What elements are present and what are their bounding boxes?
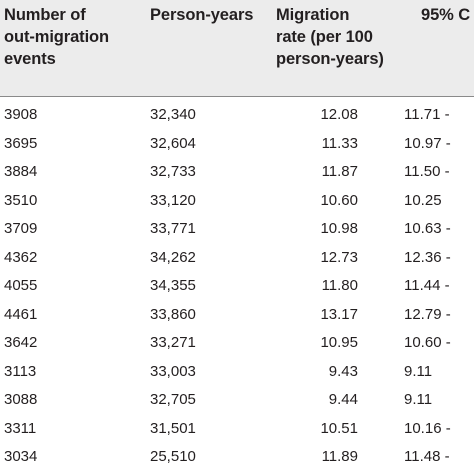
table-row: 3113 33,003 9.43 9.11	[0, 358, 474, 387]
table-row: 3709 33,771 10.98 10.63 -	[0, 215, 474, 244]
table-row: 3908 32,340 12.08 11.71 -	[0, 101, 474, 130]
cell-confidence-interval: 10.60 -	[404, 334, 451, 351]
cell-events: 3088	[4, 391, 38, 408]
cell-person-years: 34,262	[150, 248, 196, 266]
cell-events: 3034	[4, 448, 38, 465]
cell-confidence-interval: 12.79 -	[404, 305, 451, 323]
table-row: 3884 32,733 11.87 11.50 -	[0, 158, 474, 187]
cell-migration-rate: 13.17	[320, 305, 358, 323]
cell-migration-rate: 11.87	[321, 163, 358, 180]
header-confidence-interval: 95% C	[421, 6, 471, 24]
cell-events: 4362	[4, 248, 38, 266]
cell-events: 3884	[4, 163, 38, 180]
cell-confidence-interval: 11.48 -	[404, 448, 450, 465]
table-row: 3510 33,120 10.60 10.25	[0, 187, 474, 216]
cell-events: 3695	[4, 134, 38, 152]
cell-migration-rate: 11.33	[321, 134, 358, 152]
cell-confidence-interval: 12.36 -	[404, 248, 451, 266]
cell-person-years: 33,771	[150, 220, 196, 237]
cell-events: 4461	[4, 305, 38, 323]
table-row: 3311 31,501 10.51 10.16 -	[0, 415, 474, 444]
cell-migration-rate: 12.73	[320, 248, 358, 266]
cell-person-years: 34,355	[150, 277, 196, 294]
cell-events: 4055	[4, 277, 38, 294]
cell-confidence-interval: 9.11	[404, 362, 433, 380]
table-row: 4461 33,860 13.17 12.79 -	[0, 301, 474, 330]
cell-confidence-interval: 10.16 -	[404, 419, 451, 437]
cell-person-years: 33,271	[150, 334, 196, 351]
table-row: 3642 33,271 10.95 10.60 -	[0, 329, 474, 358]
cell-confidence-interval: 10.97 -	[404, 134, 451, 152]
header-rule	[0, 96, 474, 97]
cell-person-years: 33,120	[150, 191, 196, 209]
cell-confidence-interval: 11.50 -	[404, 163, 450, 180]
table-header: Number of out-migration events Person-ye…	[0, 0, 474, 96]
header-migration-rate: Migration rate (per 100 person-years)	[276, 6, 384, 68]
cell-events: 3908	[4, 106, 38, 123]
table-row: 3695 32,604 11.33 10.97 -	[0, 130, 474, 159]
cell-confidence-interval: 11.44 -	[404, 277, 450, 294]
cell-person-years: 32,705	[150, 391, 196, 408]
cell-confidence-interval: 10.25	[404, 191, 442, 209]
table-row: 3034 25,510 11.89 11.48 -	[0, 443, 474, 472]
cell-person-years: 32,733	[150, 163, 196, 180]
cell-events: 3709	[4, 220, 38, 237]
cell-events: 3113	[4, 362, 37, 380]
cell-migration-rate: 10.51	[320, 419, 358, 437]
cell-person-years: 31,501	[150, 419, 196, 437]
cell-confidence-interval: 9.11	[404, 391, 433, 408]
cell-person-years: 25,510	[150, 448, 196, 465]
cell-events: 3642	[4, 334, 38, 351]
header-events: Number of out-migration events	[4, 6, 110, 68]
cell-migration-rate: 11.80	[321, 277, 358, 294]
cell-migration-rate: 9.43	[328, 362, 358, 380]
cell-person-years: 32,340	[150, 106, 196, 123]
table-body: 3908 32,340 12.08 11.71 - 3695 32,604 11.33 10.…	[0, 101, 474, 472]
header-person-years: Person-years	[150, 6, 254, 24]
cell-person-years: 33,003	[150, 362, 196, 380]
table-row: 4362 34,262 12.73 12.36 -	[0, 244, 474, 273]
cell-migration-rate: 10.60	[320, 191, 358, 209]
cell-migration-rate: 10.98	[320, 220, 358, 237]
cell-confidence-interval: 10.63 -	[404, 220, 451, 237]
cell-person-years: 32,604	[150, 134, 196, 152]
cell-events: 3510	[4, 191, 38, 209]
cell-events: 3311	[4, 419, 37, 437]
cell-confidence-interval: 11.71 -	[404, 106, 450, 123]
table-row: 3088 32,705 9.44 9.11	[0, 386, 474, 415]
cell-migration-rate: 9.44	[328, 391, 358, 408]
cell-person-years: 33,860	[150, 305, 196, 323]
table-row: 4055 34,355 11.80 11.44 -	[0, 272, 474, 301]
cell-migration-rate: 10.95	[320, 334, 358, 351]
cell-migration-rate: 11.89	[321, 448, 358, 465]
cell-migration-rate: 12.08	[320, 106, 358, 123]
